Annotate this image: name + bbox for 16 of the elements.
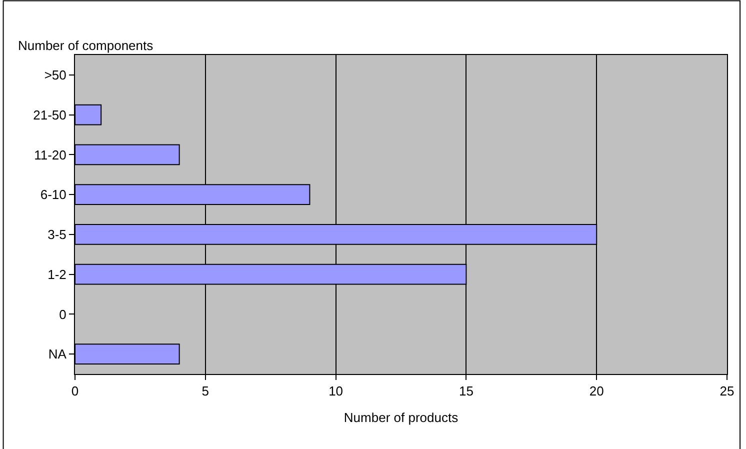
x-tick-label: 15 (458, 384, 474, 399)
y-tick-label: 3-5 (48, 226, 66, 242)
y-tick-label: 1-2 (48, 266, 66, 282)
x-tick-label: 5 (202, 384, 210, 399)
y-tick-label: 21-50 (33, 107, 66, 122)
x-tick-label: 10 (328, 384, 344, 399)
y-axis-title: Number of components (18, 38, 154, 53)
y-tick-label: >50 (44, 67, 66, 82)
y-tick-label: 11-20 (34, 147, 66, 162)
y-tick-label: 0 (59, 306, 66, 322)
x-axis-title: Number of products (344, 410, 459, 426)
y-tick-label: 6-10 (40, 187, 66, 202)
y-tick-label: NA (48, 346, 67, 362)
x-tick-label: 20 (589, 384, 604, 399)
x-tick-label: 25 (720, 384, 734, 399)
x-tick-label: 0 (71, 384, 79, 399)
